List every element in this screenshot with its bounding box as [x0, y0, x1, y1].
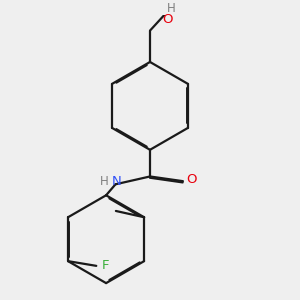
- Text: H: H: [100, 175, 109, 188]
- Text: O: O: [162, 13, 172, 26]
- Text: N: N: [112, 175, 122, 188]
- Text: F: F: [102, 260, 110, 272]
- Text: O: O: [187, 173, 197, 186]
- Text: H: H: [167, 2, 176, 14]
